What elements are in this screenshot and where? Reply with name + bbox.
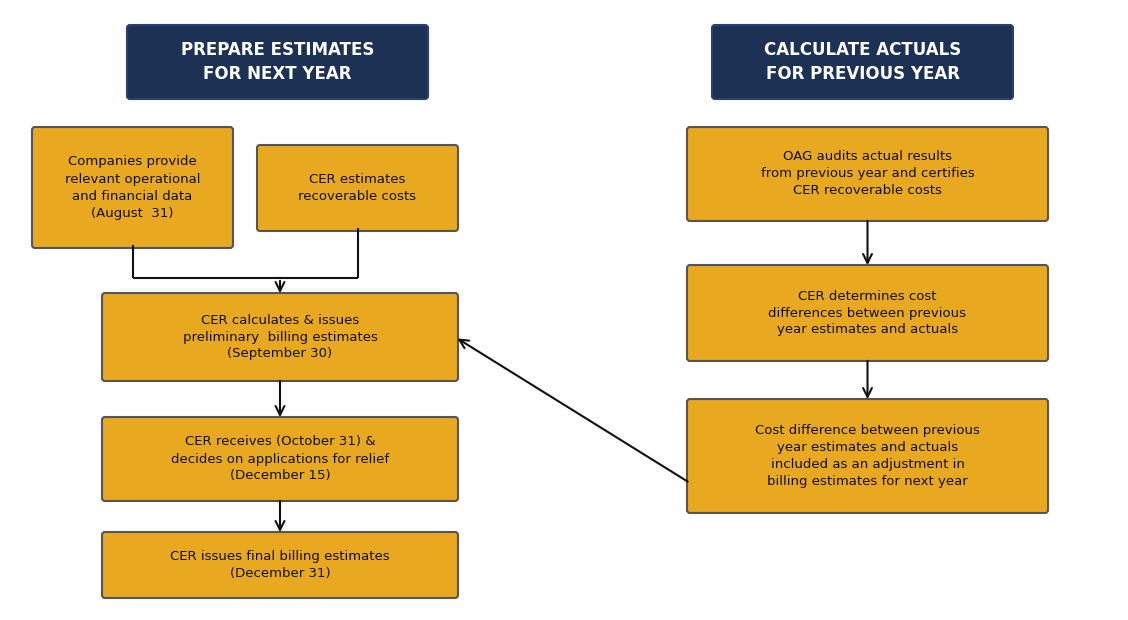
FancyBboxPatch shape — [32, 127, 233, 248]
FancyBboxPatch shape — [687, 265, 1048, 361]
Text: CER issues final billing estimates
(December 31): CER issues final billing estimates (Dece… — [170, 550, 390, 580]
Text: Cost difference between previous
year estimates and actuals
included as an adjus: Cost difference between previous year es… — [755, 424, 980, 488]
FancyBboxPatch shape — [102, 417, 458, 501]
Text: PREPARE ESTIMATES
FOR NEXT YEAR: PREPARE ESTIMATES FOR NEXT YEAR — [180, 41, 374, 83]
Text: Companies provide
relevant operational
and financial data
(August  31): Companies provide relevant operational a… — [64, 156, 201, 219]
FancyBboxPatch shape — [687, 127, 1048, 221]
Text: CER calculates & issues
preliminary  billing estimates
(September 30): CER calculates & issues preliminary bill… — [183, 314, 378, 360]
FancyBboxPatch shape — [102, 532, 458, 598]
FancyBboxPatch shape — [687, 399, 1048, 513]
Text: OAG audits actual results
from previous year and certifies
CER recoverable costs: OAG audits actual results from previous … — [760, 151, 975, 198]
Text: CER receives (October 31) &
decides on applications for relief
(December 15): CER receives (October 31) & decides on a… — [171, 435, 389, 482]
FancyBboxPatch shape — [102, 293, 458, 381]
Text: CER determines cost
differences between previous
year estimates and actuals: CER determines cost differences between … — [768, 290, 967, 337]
FancyBboxPatch shape — [257, 145, 458, 231]
FancyBboxPatch shape — [712, 25, 1013, 99]
Text: CALCULATE ACTUALS
FOR PREVIOUS YEAR: CALCULATE ACTUALS FOR PREVIOUS YEAR — [764, 41, 961, 83]
FancyBboxPatch shape — [127, 25, 428, 99]
Text: CER estimates
recoverable costs: CER estimates recoverable costs — [299, 173, 416, 203]
